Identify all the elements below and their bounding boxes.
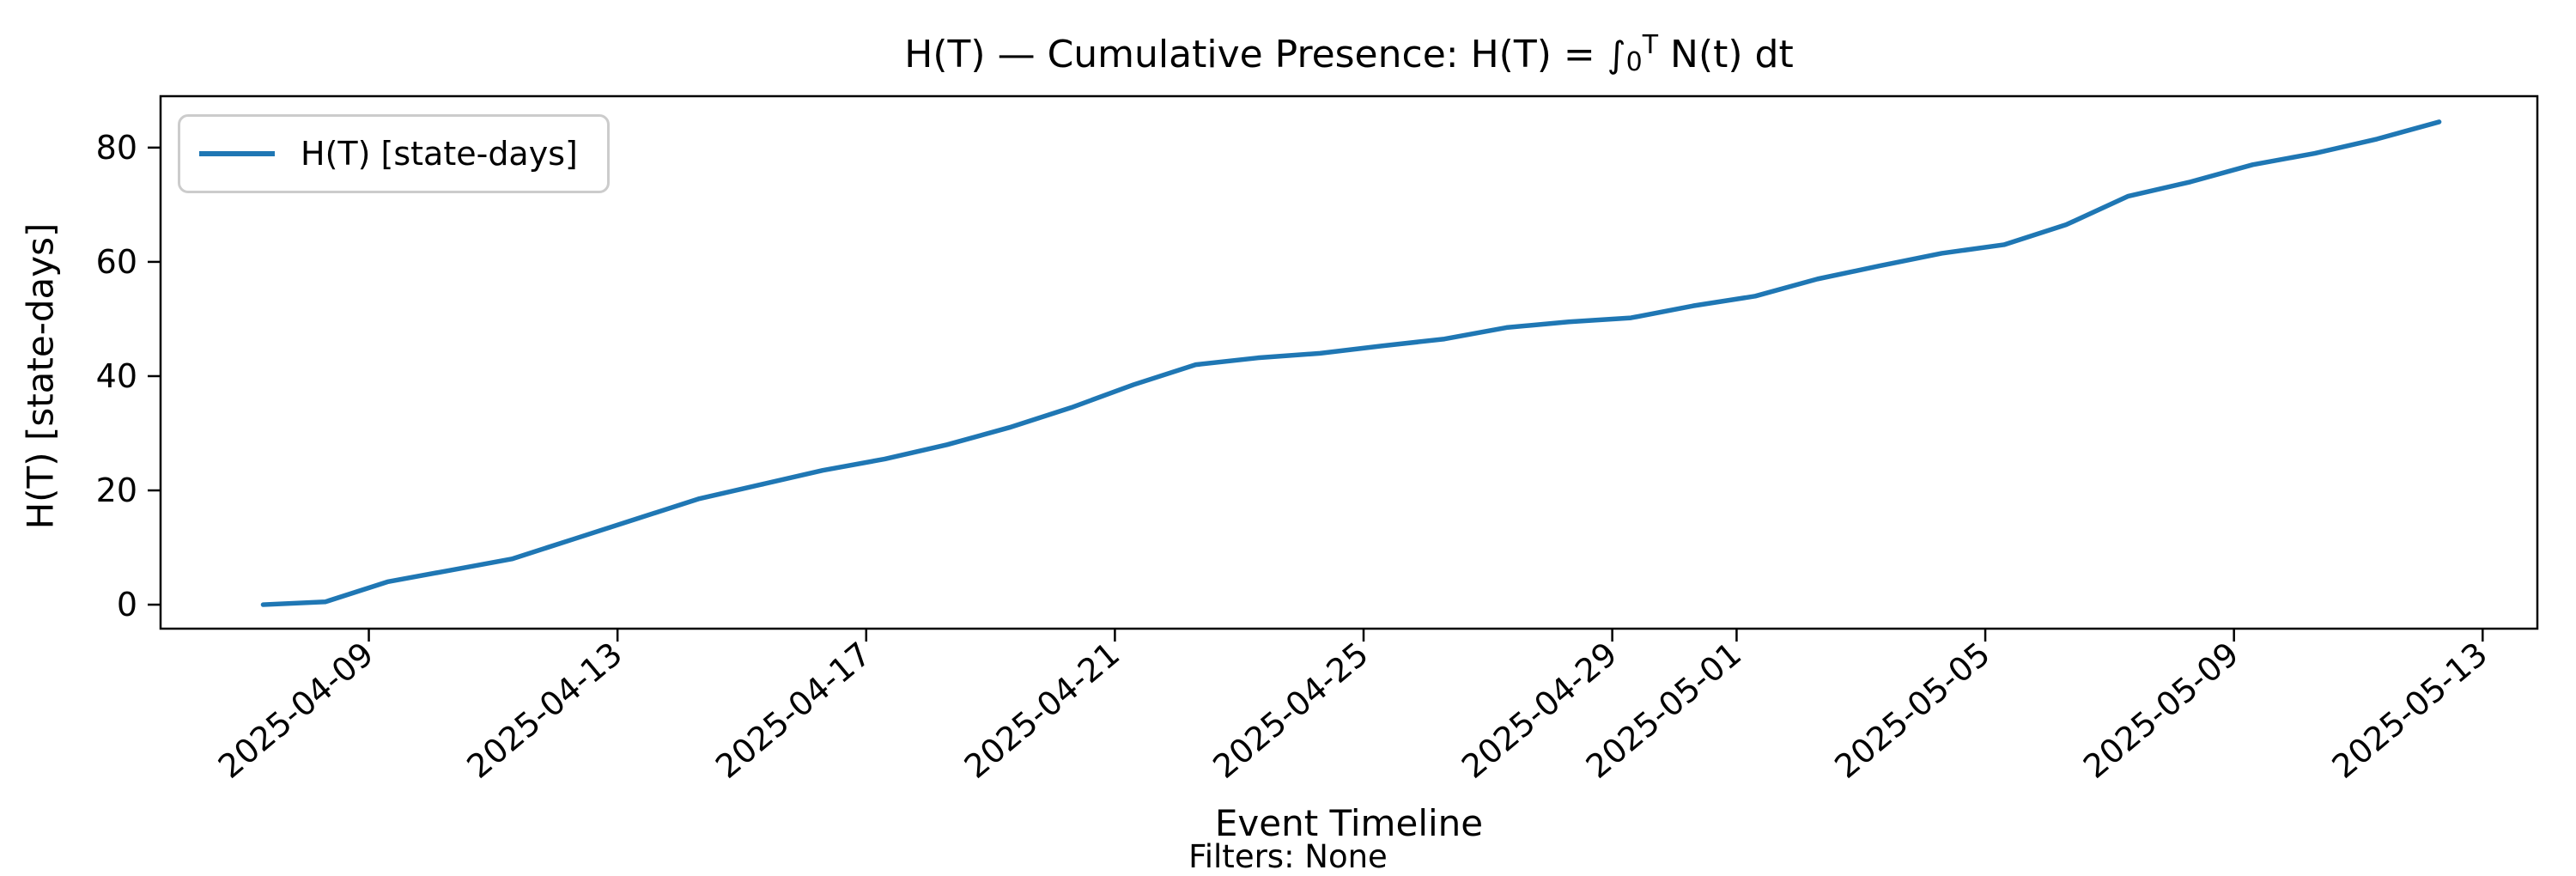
series-line bbox=[260, 119, 2442, 607]
chart-title-suffix: N(t) dt bbox=[1658, 33, 1794, 76]
x-tick-label: 2025-04-17 bbox=[708, 635, 878, 786]
chart-title: H(T) — Cumulative Presence: H(T) = ∫0T N… bbox=[161, 31, 2537, 76]
filters-note: Filters: None bbox=[1188, 838, 1388, 875]
x-tick-label: 2025-05-05 bbox=[1827, 635, 1996, 786]
x-tick-label: 2025-04-09 bbox=[211, 635, 380, 786]
x-tick-label: 2025-04-21 bbox=[957, 635, 1127, 786]
y-axis-label: H(T) [state-days] bbox=[19, 222, 62, 530]
plot-border bbox=[159, 94, 2539, 630]
x-tick-label: 2025-04-25 bbox=[1206, 635, 1375, 786]
legend-line-sample bbox=[199, 151, 275, 156]
y-tick-label: 80 bbox=[96, 129, 137, 167]
x-tick-label: 2025-05-13 bbox=[2325, 635, 2494, 786]
legend-box: H(T) [state-days] bbox=[178, 114, 610, 193]
integral-lower-bound: 0 bbox=[1625, 47, 1643, 77]
legend-label: H(T) [state-days] bbox=[301, 135, 578, 173]
y-tick-label: 20 bbox=[96, 471, 137, 509]
y-tick-label: 60 bbox=[96, 243, 137, 281]
chart-title-prefix: H(T) — Cumulative Presence: H(T) = bbox=[904, 33, 1607, 76]
y-tick-label: 0 bbox=[117, 586, 137, 624]
y-tick-label: 40 bbox=[96, 357, 137, 395]
x-axis-label: Event Timeline bbox=[1214, 802, 1484, 844]
x-tick-label: 2025-05-09 bbox=[2076, 635, 2245, 786]
integral-symbol: ∫ bbox=[1607, 33, 1626, 76]
integral-upper-bound: T bbox=[1642, 30, 1659, 60]
x-tick-label: 2025-04-13 bbox=[459, 635, 629, 786]
